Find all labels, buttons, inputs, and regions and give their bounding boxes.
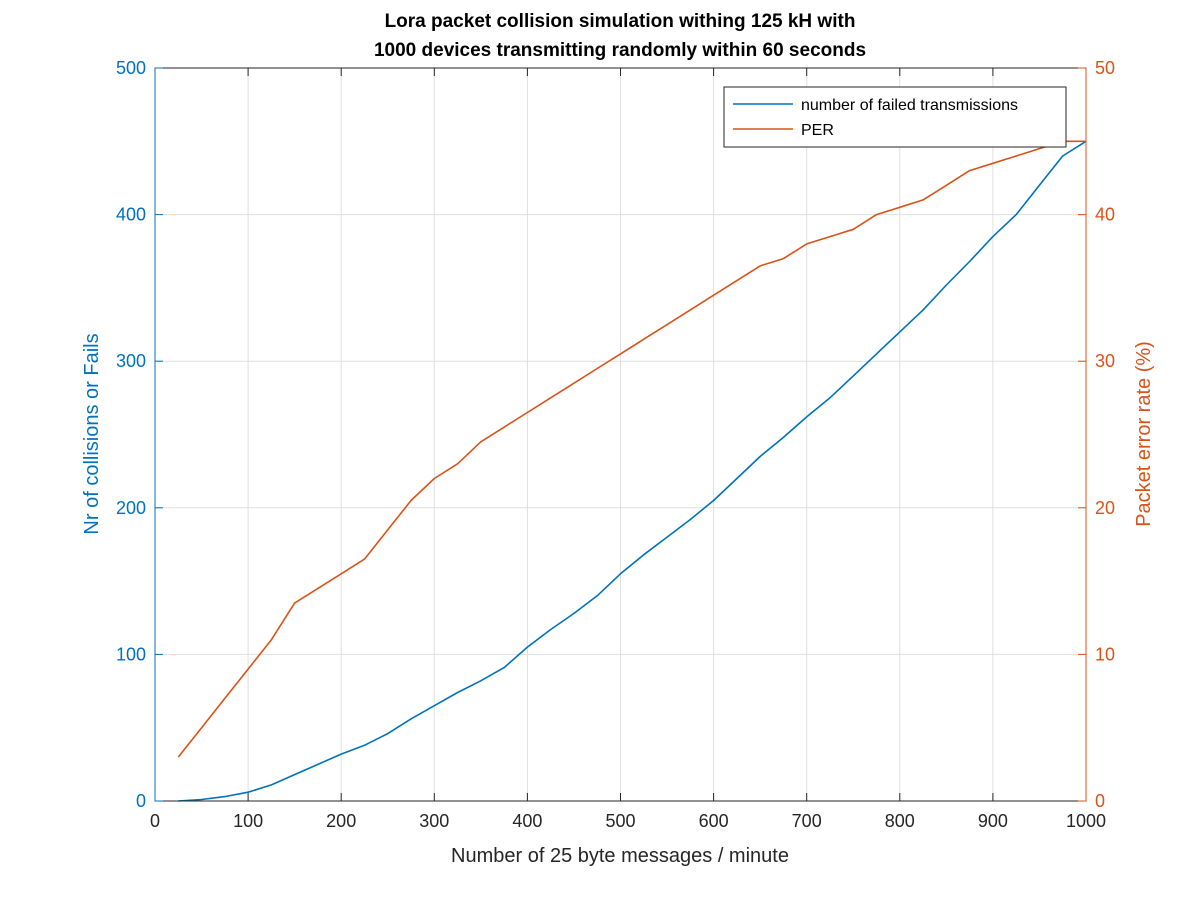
- y-right-tick-label-40: 40: [1095, 205, 1115, 225]
- series-line-failed-transmissions: [178, 140, 1087, 802]
- y-left-tick-label-0: 0: [136, 791, 146, 811]
- legend: number of failed transmissions PER: [723, 86, 1067, 148]
- x-tick-label-200: 200: [326, 811, 356, 831]
- series-layer: [177, 140, 1087, 802]
- y-left-tick-label-300: 300: [116, 351, 146, 371]
- x-tick-label-100: 100: [233, 811, 263, 831]
- y-right-tick-label-50: 50: [1095, 58, 1115, 78]
- x-tick-label-900: 900: [978, 811, 1008, 831]
- chart-title-line-2: 1000 devices transmitting randomly withi…: [374, 40, 866, 61]
- y-left-tick-label-200: 200: [116, 498, 146, 518]
- y-right-tick-label-20: 20: [1095, 498, 1115, 518]
- legend-box: [723, 86, 1067, 148]
- x-tick-label-0: 0: [150, 811, 160, 831]
- y-axis-right-label: Packet error rate (%): [1133, 341, 1155, 527]
- y-right-tick-label-30: 30: [1095, 351, 1115, 371]
- x-axis-label: Number of 25 byte messages / minute: [451, 845, 789, 867]
- legend-entry-per: PER: [801, 122, 834, 139]
- x-tick-label-300: 300: [419, 811, 449, 831]
- x-tick-label-1000: 1000: [1066, 811, 1106, 831]
- y-left-tick-label-400: 400: [116, 205, 146, 225]
- y-right-tick-label-0: 0: [1095, 791, 1105, 811]
- y-axis-left-label: Nr of collisions or Fails: [81, 333, 103, 534]
- legend-entry-failed-transmissions: number of failed transmissions: [801, 97, 1018, 114]
- x-tick-label-600: 600: [699, 811, 729, 831]
- y-right-tick-label-10: 10: [1095, 644, 1115, 664]
- grid: [155, 68, 1086, 801]
- x-tick-label-500: 500: [605, 811, 635, 831]
- chart-title-line-1: Lora packet collision simulation withing…: [385, 11, 856, 32]
- series-line-per: [177, 140, 1086, 758]
- x-tick-label-700: 700: [792, 811, 822, 831]
- x-tick-label-800: 800: [885, 811, 915, 831]
- ticks: 0 100 200 300 400 500 600 700 800 900 100001002003…: [116, 58, 1115, 831]
- y-left-tick-label-100: 100: [116, 644, 146, 664]
- y-left-tick-label-500: 500: [116, 58, 146, 78]
- x-tick-label-400: 400: [512, 811, 542, 831]
